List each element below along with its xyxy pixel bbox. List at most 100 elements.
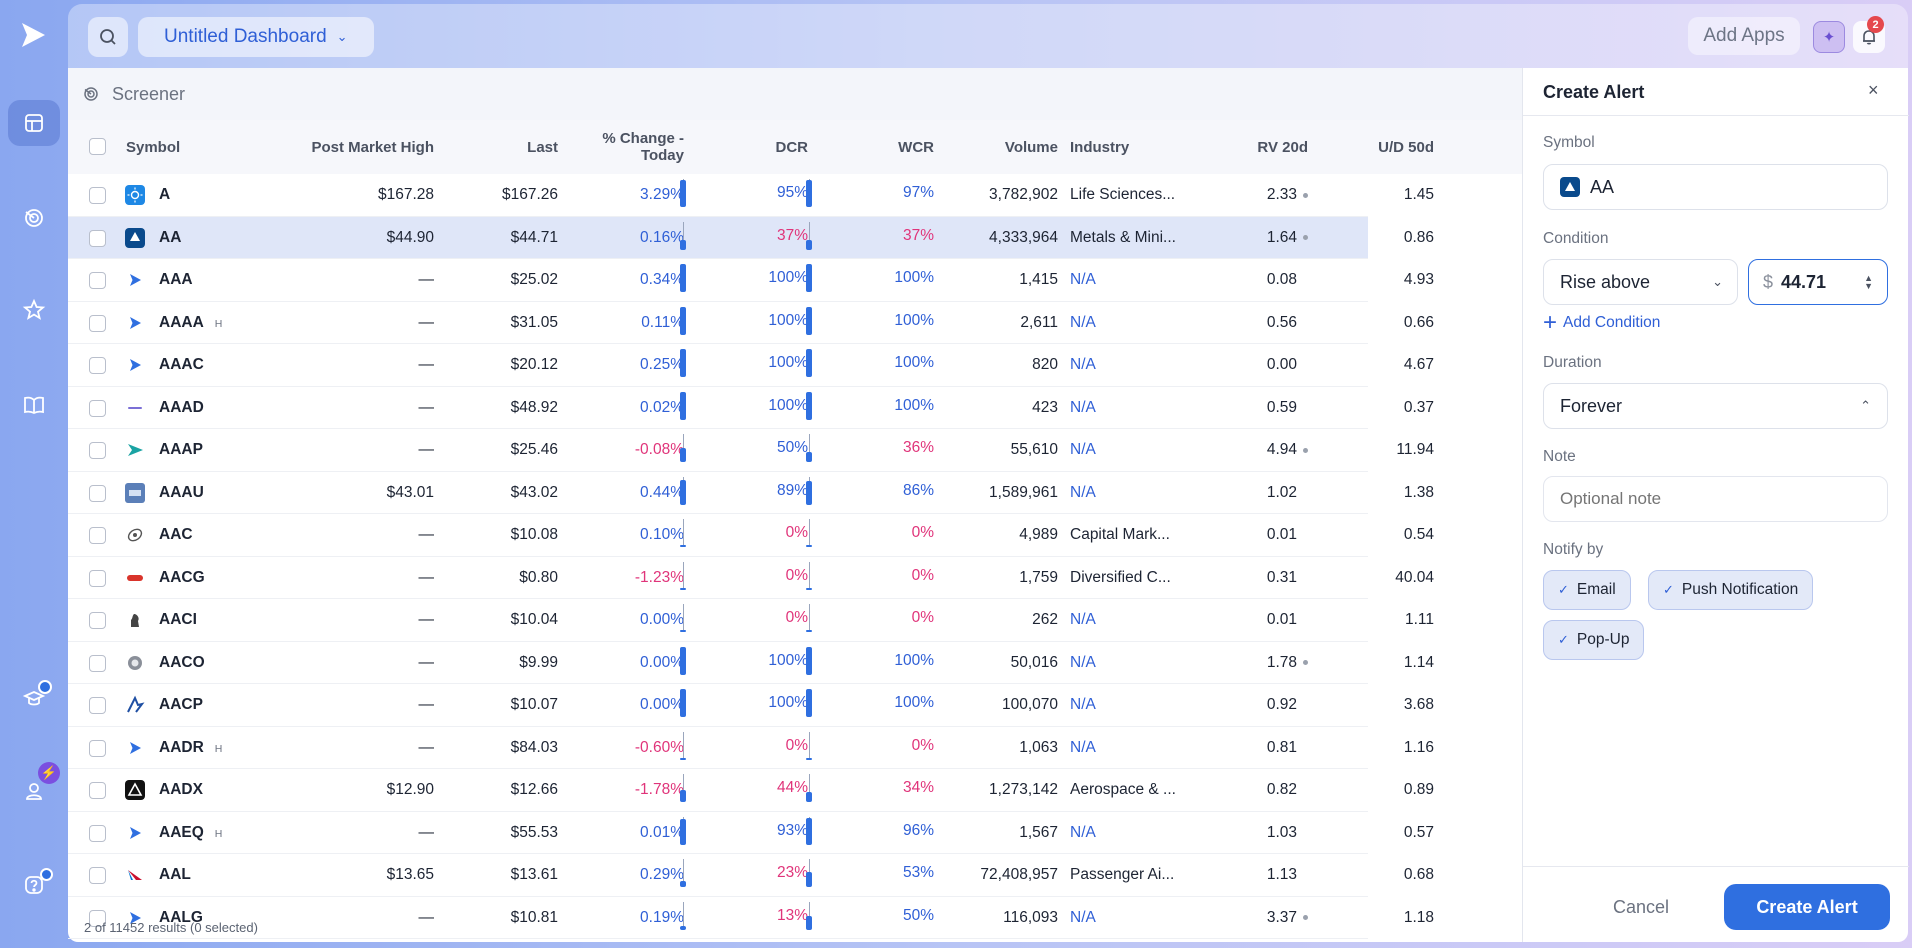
nav-screener-button[interactable] <box>8 195 60 241</box>
table-row[interactable]: AAEQ H — $55.53 0.01% 93% 96% 1,567 N/A 1.03 0.57 <box>68 812 1434 854</box>
row-checkbox[interactable] <box>89 612 106 629</box>
wcr-cell: 53% <box>902 864 934 881</box>
row-checkbox[interactable] <box>89 569 106 587</box>
post-market-high-cell: — <box>418 823 435 841</box>
notify-email-chip[interactable]: ✓ Email <box>1543 570 1631 610</box>
nav-profile-button[interactable] <box>8 768 60 814</box>
table-row[interactable]: AAL $13.65 $13.61 0.29% 23% 53% 72,408,957 Pass… <box>68 854 1434 897</box>
symbol-cell[interactable]: AAC <box>159 526 193 543</box>
col-industry[interactable]: Industry <box>1070 138 1130 156</box>
last-cell: $10.07 <box>510 696 558 713</box>
create-alert-button[interactable]: Create Alert <box>1724 884 1890 930</box>
table-row[interactable]: AAAP — $25.46 -0.08% 50% 36% 55,610 N/A 4.94 11.9… <box>68 429 1434 472</box>
symbol-cell[interactable]: AAAC <box>159 356 204 373</box>
app-logo-icon[interactable] <box>18 20 48 50</box>
row-checkbox[interactable] <box>89 357 106 374</box>
nav-watchlist-button[interactable] <box>8 287 60 333</box>
symbol-cell[interactable]: AAAU <box>159 483 204 501</box>
row-checkbox[interactable] <box>89 654 106 672</box>
col-volume[interactable]: Volume <box>1004 138 1058 156</box>
ai-sparkle-button[interactable]: ✦ <box>1813 21 1845 53</box>
row-checkbox[interactable] <box>89 484 106 502</box>
table-row[interactable]: AA $44.90 $44.71 0.16% 37% 37% 4,333,964 Metals… <box>68 216 1434 259</box>
col-dcr[interactable]: DCR <box>775 138 809 156</box>
pct-change-cell: 0.10% <box>640 526 684 543</box>
row-checkbox[interactable] <box>89 824 106 842</box>
symbol-cell[interactable]: AACO <box>159 653 205 671</box>
post-market-high-cell: — <box>418 356 435 373</box>
table-row[interactable]: AACG — $0.80 -1.23% 0% 0% 1,759 Diversified C..… <box>68 557 1434 599</box>
row-checkbox[interactable] <box>89 442 106 459</box>
nav-dashboard-button[interactable] <box>8 100 60 146</box>
table-row[interactable]: AADX $12.90 $12.66 -1.78% 44% 34% 1,273,142 Aer… <box>68 769 1434 812</box>
symbol-cell[interactable]: A <box>159 186 171 203</box>
table-row[interactable]: AACO — $9.99 0.00% 100% 100% 50,016 N/A 1.78 1.14 <box>68 642 1434 684</box>
row-checkbox[interactable] <box>89 187 106 204</box>
ticker-logo-icon <box>125 185 145 205</box>
symbol-cell[interactable]: AAEQ H <box>159 823 223 841</box>
dashboard-selector[interactable]: Untitled Dashboard ⌄ <box>138 17 374 57</box>
select-all-checkbox[interactable] <box>89 138 106 155</box>
duration-select[interactable]: Forever ⌃ <box>1543 383 1888 429</box>
price-input[interactable]: $ 44.71 ▲ ▼ <box>1748 259 1888 305</box>
notify-popup-chip[interactable]: ✓ Pop-Up <box>1543 620 1645 660</box>
row-checkbox[interactable] <box>89 229 106 247</box>
symbol-cell[interactable]: AACP <box>159 696 203 713</box>
top-bar: Untitled Dashboard ⌄ Add Apps ✦ 2 <box>68 4 1908 68</box>
symbol-cell[interactable]: AADX <box>159 781 203 798</box>
stepper-icon[interactable]: ▲ ▼ <box>1864 273 1873 291</box>
add-apps-button[interactable]: Add Apps <box>1688 17 1800 55</box>
symbol-cell[interactable]: AALG <box>159 908 203 926</box>
symbol-cell[interactable]: AAAD <box>159 398 204 416</box>
symbol-cell[interactable]: AAL <box>159 866 191 883</box>
table-row[interactable]: AAAA H — $31.05 0.11% 100% 100% 2,611 N/A 0.56 0.6… <box>68 302 1434 344</box>
search-button[interactable] <box>88 17 128 57</box>
row-checkbox[interactable] <box>89 272 106 289</box>
row-checkbox[interactable] <box>89 867 106 884</box>
add-condition-button[interactable]: + Add Condition <box>1543 311 1660 335</box>
cancel-button[interactable]: Cancel <box>1613 897 1670 917</box>
col-pct-change[interactable]: % Change - Today <box>602 130 684 164</box>
close-icon[interactable]: × <box>1868 80 1879 100</box>
row-checkbox[interactable] <box>89 697 106 714</box>
col-post-market-high[interactable]: Post Market High <box>311 138 434 156</box>
last-cell: $20.12 <box>510 356 558 373</box>
symbol-cell[interactable]: AACG <box>159 568 205 586</box>
row-checkbox[interactable] <box>89 909 106 927</box>
col-ud-50d[interactable]: U/D 50d <box>1378 138 1434 156</box>
table-row[interactable]: AAA — $25.02 0.34% 100% 100% 1,415 N/A 0.08 4.93 <box>68 259 1434 302</box>
col-wcr[interactable]: WCR <box>898 138 934 156</box>
note-label: Note <box>1543 448 1576 465</box>
nav-learn-button[interactable] <box>8 382 60 428</box>
table-row[interactable]: AALG — $10.81 0.19% 13% 50% 116,093 N/A 3.37 1.18 <box>68 897 1434 939</box>
table-row[interactable]: AAAU $43.01 $43.02 0.44% 89% 86% 1,589,961 N/A 1… <box>68 472 1434 514</box>
table-row[interactable]: AAC — $10.08 0.10% 0% 0% 4,989 Capital Mark... 0… <box>68 514 1434 557</box>
symbol-cell[interactable]: AACI <box>159 611 197 628</box>
note-input[interactable] <box>1543 476 1888 522</box>
symbol-cell[interactable]: AAAP <box>159 441 203 458</box>
table-row[interactable]: AAAD — $48.92 0.02% 100% 100% 423 N/A 0.59 0.37 <box>68 387 1434 429</box>
symbol-cell[interactable]: AAAA H <box>159 313 223 331</box>
table-row[interactable]: A $167.28 $167.26 3.29% 95% 97% 3,782,902 Life … <box>68 174 1434 217</box>
nav-education-button[interactable] <box>8 675 60 721</box>
col-last[interactable]: Last <box>527 138 558 156</box>
symbol-cell[interactable]: AADR H <box>159 738 223 756</box>
table-row[interactable]: AADR H — $84.03 -0.60% 0% 0% 1,063 N/A 0.81 1.16 <box>68 727 1434 769</box>
condition-select[interactable]: Rise above ⌄ <box>1543 259 1738 305</box>
symbol-field[interactable]: AA <box>1543 164 1888 210</box>
nav-help-button[interactable] <box>8 862 60 908</box>
table-row[interactable]: AACI — $10.04 0.00% 0% 0% 262 N/A 0.01 1.11 <box>68 599 1434 642</box>
row-checkbox[interactable] <box>89 314 106 332</box>
row-checkbox[interactable] <box>89 399 106 417</box>
row-checkbox[interactable] <box>89 739 106 757</box>
col-rv-20d[interactable]: RV 20d <box>1257 138 1308 156</box>
table-row[interactable]: AACP — $10.07 0.00% 100% 100% 100,070 N/A 0.92 3.… <box>68 684 1434 727</box>
symbol-cell[interactable]: AAA <box>159 271 193 288</box>
post-market-high-cell: — <box>418 653 435 671</box>
col-symbol[interactable]: Symbol <box>126 138 181 156</box>
row-checkbox[interactable] <box>89 782 106 799</box>
table-row[interactable]: AAAC — $20.12 0.25% 100% 100% 820 N/A 0.00 4.67 <box>68 344 1434 387</box>
row-checkbox[interactable] <box>89 527 106 544</box>
notify-push-chip[interactable]: ✓ Push Notification <box>1648 570 1814 610</box>
symbol-cell[interactable]: AA <box>159 228 182 246</box>
